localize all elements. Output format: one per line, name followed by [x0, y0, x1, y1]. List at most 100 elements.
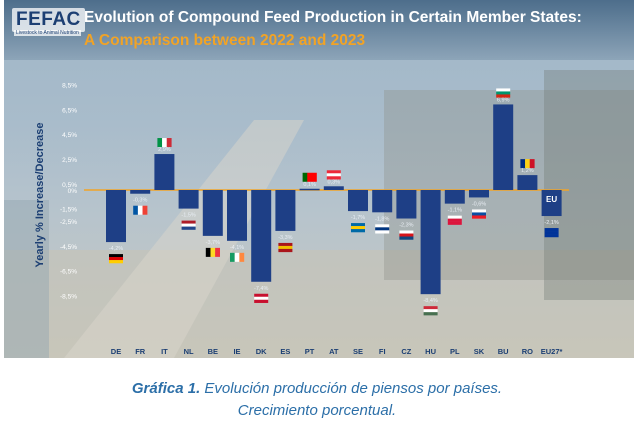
value-label: -8,4%: [423, 298, 437, 304]
value-label: 1,2%: [521, 168, 534, 174]
flag-fr-stripe: [142, 205, 148, 215]
bar-ro: [517, 175, 538, 190]
value-label: -1,1%: [448, 208, 462, 214]
bar-be: [202, 190, 223, 236]
x-tick-label: RO: [522, 347, 533, 356]
value-label: 0,1%: [303, 182, 316, 188]
flag-pl-stripe: [447, 218, 462, 222]
x-tick-label: ES: [280, 347, 290, 356]
bar-es: [275, 190, 296, 231]
flag-ie-stripe: [239, 252, 245, 262]
flag-be-stripe: [210, 247, 216, 257]
flag-hu-stripe: [423, 309, 438, 313]
x-tick-label: IE: [233, 347, 240, 356]
fefac-logo-subtitle: Livestock to Animal Nutrition: [14, 30, 81, 36]
y-tick-label: 8,5%: [62, 83, 77, 90]
y-tick-label: -4,5%: [60, 244, 77, 251]
value-label: -2,1%: [544, 220, 558, 226]
flag-ie-stripe: [230, 252, 235, 262]
x-tick-label: CZ: [401, 347, 411, 356]
flag-es-stripe: [278, 248, 293, 253]
value-label: -0,3%: [133, 198, 147, 204]
flag-sk-stripe: [472, 212, 486, 216]
flag-cz-stripe: [399, 230, 414, 234]
bar-pl: [444, 190, 465, 204]
value-label: -3,3%: [278, 235, 292, 241]
bar-at: [323, 186, 344, 190]
value-label: -0,6%: [472, 201, 486, 207]
y-tick-label: 0%: [68, 188, 78, 195]
caption-line-1: Gráfica 1. Evolución producción de piens…: [0, 378, 634, 400]
flag-es-stripe: [278, 245, 293, 250]
flag-de-stripe: [109, 254, 123, 258]
bar-dk: [251, 190, 272, 282]
bar-hu: [420, 190, 441, 295]
flag-hu-stripe: [423, 312, 438, 316]
flag-es-stripe: [278, 242, 293, 247]
caption-line-2: Crecimiento porcentual.: [237, 402, 397, 419]
value-label: -1,8%: [375, 216, 389, 222]
x-tick-label: FR: [135, 347, 146, 356]
caption-text-1: Evolución producción de piensos por país…: [200, 380, 503, 397]
bar-bu: [493, 104, 514, 190]
flag-sk-stripe: [472, 215, 486, 219]
flag-nl-stripe: [181, 220, 196, 224]
flag-it-stripe: [162, 138, 167, 148]
flag-pl-stripe: [447, 215, 462, 219]
bar-de: [106, 190, 126, 243]
flag-de-stripe: [109, 260, 123, 264]
flag-be-stripe: [205, 247, 211, 257]
flag-bu-stripe: [496, 91, 511, 95]
y-tick-label: -6,5%: [60, 269, 77, 276]
y-tick-label: 4,5%: [62, 132, 77, 139]
x-tick-label: IT: [161, 347, 168, 356]
title-band: [4, 0, 634, 60]
flag-bu-stripe: [496, 88, 511, 92]
flag-hu-stripe: [423, 306, 438, 310]
x-tick-label: AT: [329, 347, 339, 356]
value-label: -4,1%: [230, 245, 244, 251]
flag-eu27-stripe: [544, 228, 559, 232]
value-label: -1,7%: [351, 215, 365, 221]
flag-be-stripe: [215, 247, 220, 257]
eu-bar-label: EU: [546, 195, 557, 204]
flag-eu27-stripe: [544, 234, 559, 238]
y-tick-label: 2,5%: [62, 157, 77, 164]
x-tick-label: DK: [256, 347, 267, 356]
flag-pt-stripe: [307, 172, 313, 182]
flag-dk-stripe: [254, 299, 269, 303]
bar-cz: [396, 190, 417, 219]
bar-fi: [372, 190, 393, 213]
flag-pt-stripe: [302, 172, 308, 182]
chart-subtitle: A Comparison between 2022 and 2023: [84, 32, 366, 49]
x-tick-label: PT: [305, 347, 315, 356]
bar-pt: [299, 188, 320, 191]
flag-nl-stripe: [181, 223, 196, 227]
x-tick-label: HU: [425, 347, 436, 356]
flag-se-stripe: [351, 223, 365, 227]
flag-dk-stripe: [254, 293, 269, 297]
value-label: -7,4%: [254, 286, 268, 292]
bar-se: [348, 190, 368, 212]
figure-caption: Gráfica 1. Evolución producción de piens…: [0, 378, 634, 422]
value-label: -4,2%: [109, 246, 123, 252]
x-tick-label: FI: [379, 347, 386, 356]
flag-pt-stripe: [311, 172, 317, 182]
x-tick-label: BU: [498, 347, 509, 356]
flag-dk-stripe: [254, 296, 269, 300]
x-tick-label: EU27*: [541, 347, 563, 356]
flag-it-stripe: [166, 138, 172, 148]
x-tick-label: DE: [111, 347, 121, 356]
flag-ro-stripe: [520, 159, 526, 169]
flag-fi-stripe: [375, 224, 390, 228]
flag-fi-stripe: [375, 230, 390, 234]
x-tick-label: BE: [208, 347, 218, 356]
value-label: 2,9%: [158, 147, 171, 153]
flag-de-stripe: [109, 257, 123, 261]
flag-ro-stripe: [529, 159, 535, 169]
value-label: 0,3%: [328, 179, 341, 185]
chart-panel: FEFAC Livestock to Animal Nutrition Evol…: [4, 0, 634, 358]
flag-at-stripe: [326, 176, 341, 180]
caption-label: Gráfica 1.: [131, 380, 201, 397]
value-label: -2,3%: [399, 223, 413, 229]
